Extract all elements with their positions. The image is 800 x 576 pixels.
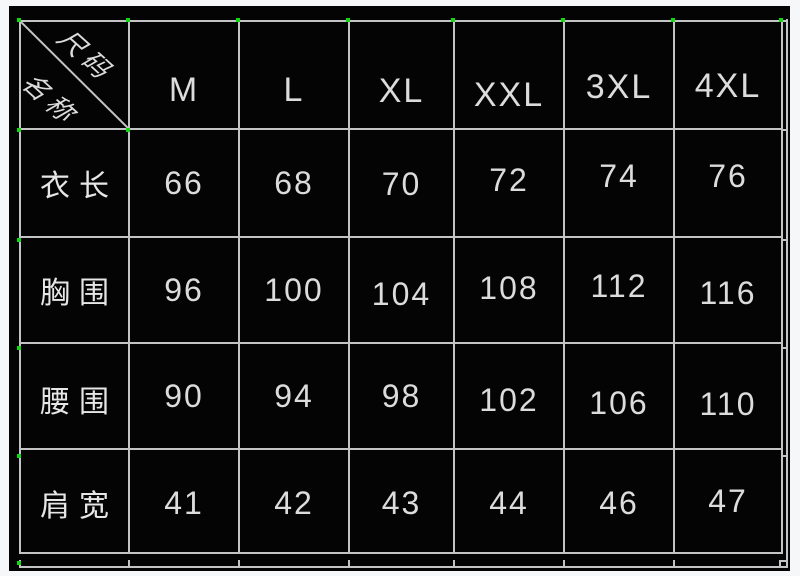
row-label-cell: 腰围 xyxy=(19,342,130,450)
value-cell: 112 xyxy=(563,236,675,344)
column-line-stub xyxy=(779,560,781,567)
outer-frame-bottom-line xyxy=(19,566,788,568)
row-line-extension xyxy=(781,239,788,241)
grip-point xyxy=(236,18,240,22)
value-cell: 98 xyxy=(348,342,455,450)
value-cell: 102 xyxy=(453,342,565,450)
row-label-cell: 胸围 xyxy=(19,236,130,344)
table-row-garment-length: 衣长 66 68 70 72 74 76 xyxy=(19,128,783,238)
diagonal-line xyxy=(22,23,127,127)
value-cell: 74 xyxy=(563,128,675,238)
value-cell: 116 xyxy=(673,236,783,344)
value-cell: 100 xyxy=(238,236,350,344)
column-header-xl: XL xyxy=(348,20,455,130)
value-cell: 76 xyxy=(673,128,783,238)
column-line-stub xyxy=(453,560,455,567)
grip-point xyxy=(671,18,675,22)
grip-point xyxy=(346,18,350,22)
row-line-extension xyxy=(781,347,788,349)
value-cell: 68 xyxy=(238,128,350,238)
column-header-xxl: XXL xyxy=(453,20,565,130)
grip-point xyxy=(17,238,21,242)
column-header-4xl: 4XL xyxy=(673,20,783,130)
value-cell: 94 xyxy=(238,342,350,450)
column-line-stub xyxy=(673,560,675,567)
value-cell: 104 xyxy=(348,236,455,344)
value-cell: 110 xyxy=(673,342,783,450)
value-cell: 43 xyxy=(348,448,455,554)
value-cell: 106 xyxy=(563,342,675,450)
row-line-extension xyxy=(781,455,788,457)
table-header-row: 尺码 名称 M L XL XXL 3XL 4XL xyxy=(19,20,783,130)
grip-point xyxy=(17,18,21,22)
row-label-cell: 衣长 xyxy=(19,128,130,238)
grip-point xyxy=(17,561,21,565)
value-cell: 72 xyxy=(453,128,565,238)
size-chart-table: 尺码 名称 M L XL XXL 3XL 4XL 衣长 66 68 70 72 … xyxy=(19,20,783,554)
row-line-extension xyxy=(781,20,788,22)
value-cell: 66 xyxy=(128,128,240,238)
grip-point xyxy=(126,128,130,132)
column-header-m: M xyxy=(128,20,240,130)
column-header-l: L xyxy=(238,20,350,130)
outer-frame-right-line xyxy=(786,19,788,568)
value-cell: 44 xyxy=(453,448,565,554)
value-cell: 96 xyxy=(128,236,240,344)
row-line-extension xyxy=(781,560,788,562)
grip-point xyxy=(17,454,21,458)
column-line-stub xyxy=(563,560,565,567)
table-row-waist: 腰围 90 94 98 102 106 110 xyxy=(19,342,783,450)
grip-point xyxy=(17,128,21,132)
row-label-cell: 肩宽 xyxy=(19,448,130,554)
column-line-stub xyxy=(238,560,240,567)
table-row-chest: 胸围 96 100 104 108 112 116 xyxy=(19,236,783,344)
grip-point xyxy=(126,18,130,22)
value-cell: 70 xyxy=(348,128,455,238)
corner-cell: 尺码 名称 xyxy=(19,20,130,130)
column-header-3xl: 3XL xyxy=(563,20,675,130)
value-cell: 46 xyxy=(563,448,675,554)
value-cell: 41 xyxy=(128,448,240,554)
value-cell: 42 xyxy=(238,448,350,554)
grip-point xyxy=(779,18,783,22)
grip-point xyxy=(17,346,21,350)
column-line-stub xyxy=(348,560,350,567)
value-cell: 47 xyxy=(673,448,783,554)
value-cell: 108 xyxy=(453,236,565,344)
value-cell: 90 xyxy=(128,342,240,450)
table-row-shoulder: 肩宽 41 42 43 44 46 47 xyxy=(19,448,783,554)
column-line-stub xyxy=(128,560,130,567)
grip-point xyxy=(561,18,565,22)
grip-point xyxy=(451,18,455,22)
row-line-extension xyxy=(781,129,788,131)
